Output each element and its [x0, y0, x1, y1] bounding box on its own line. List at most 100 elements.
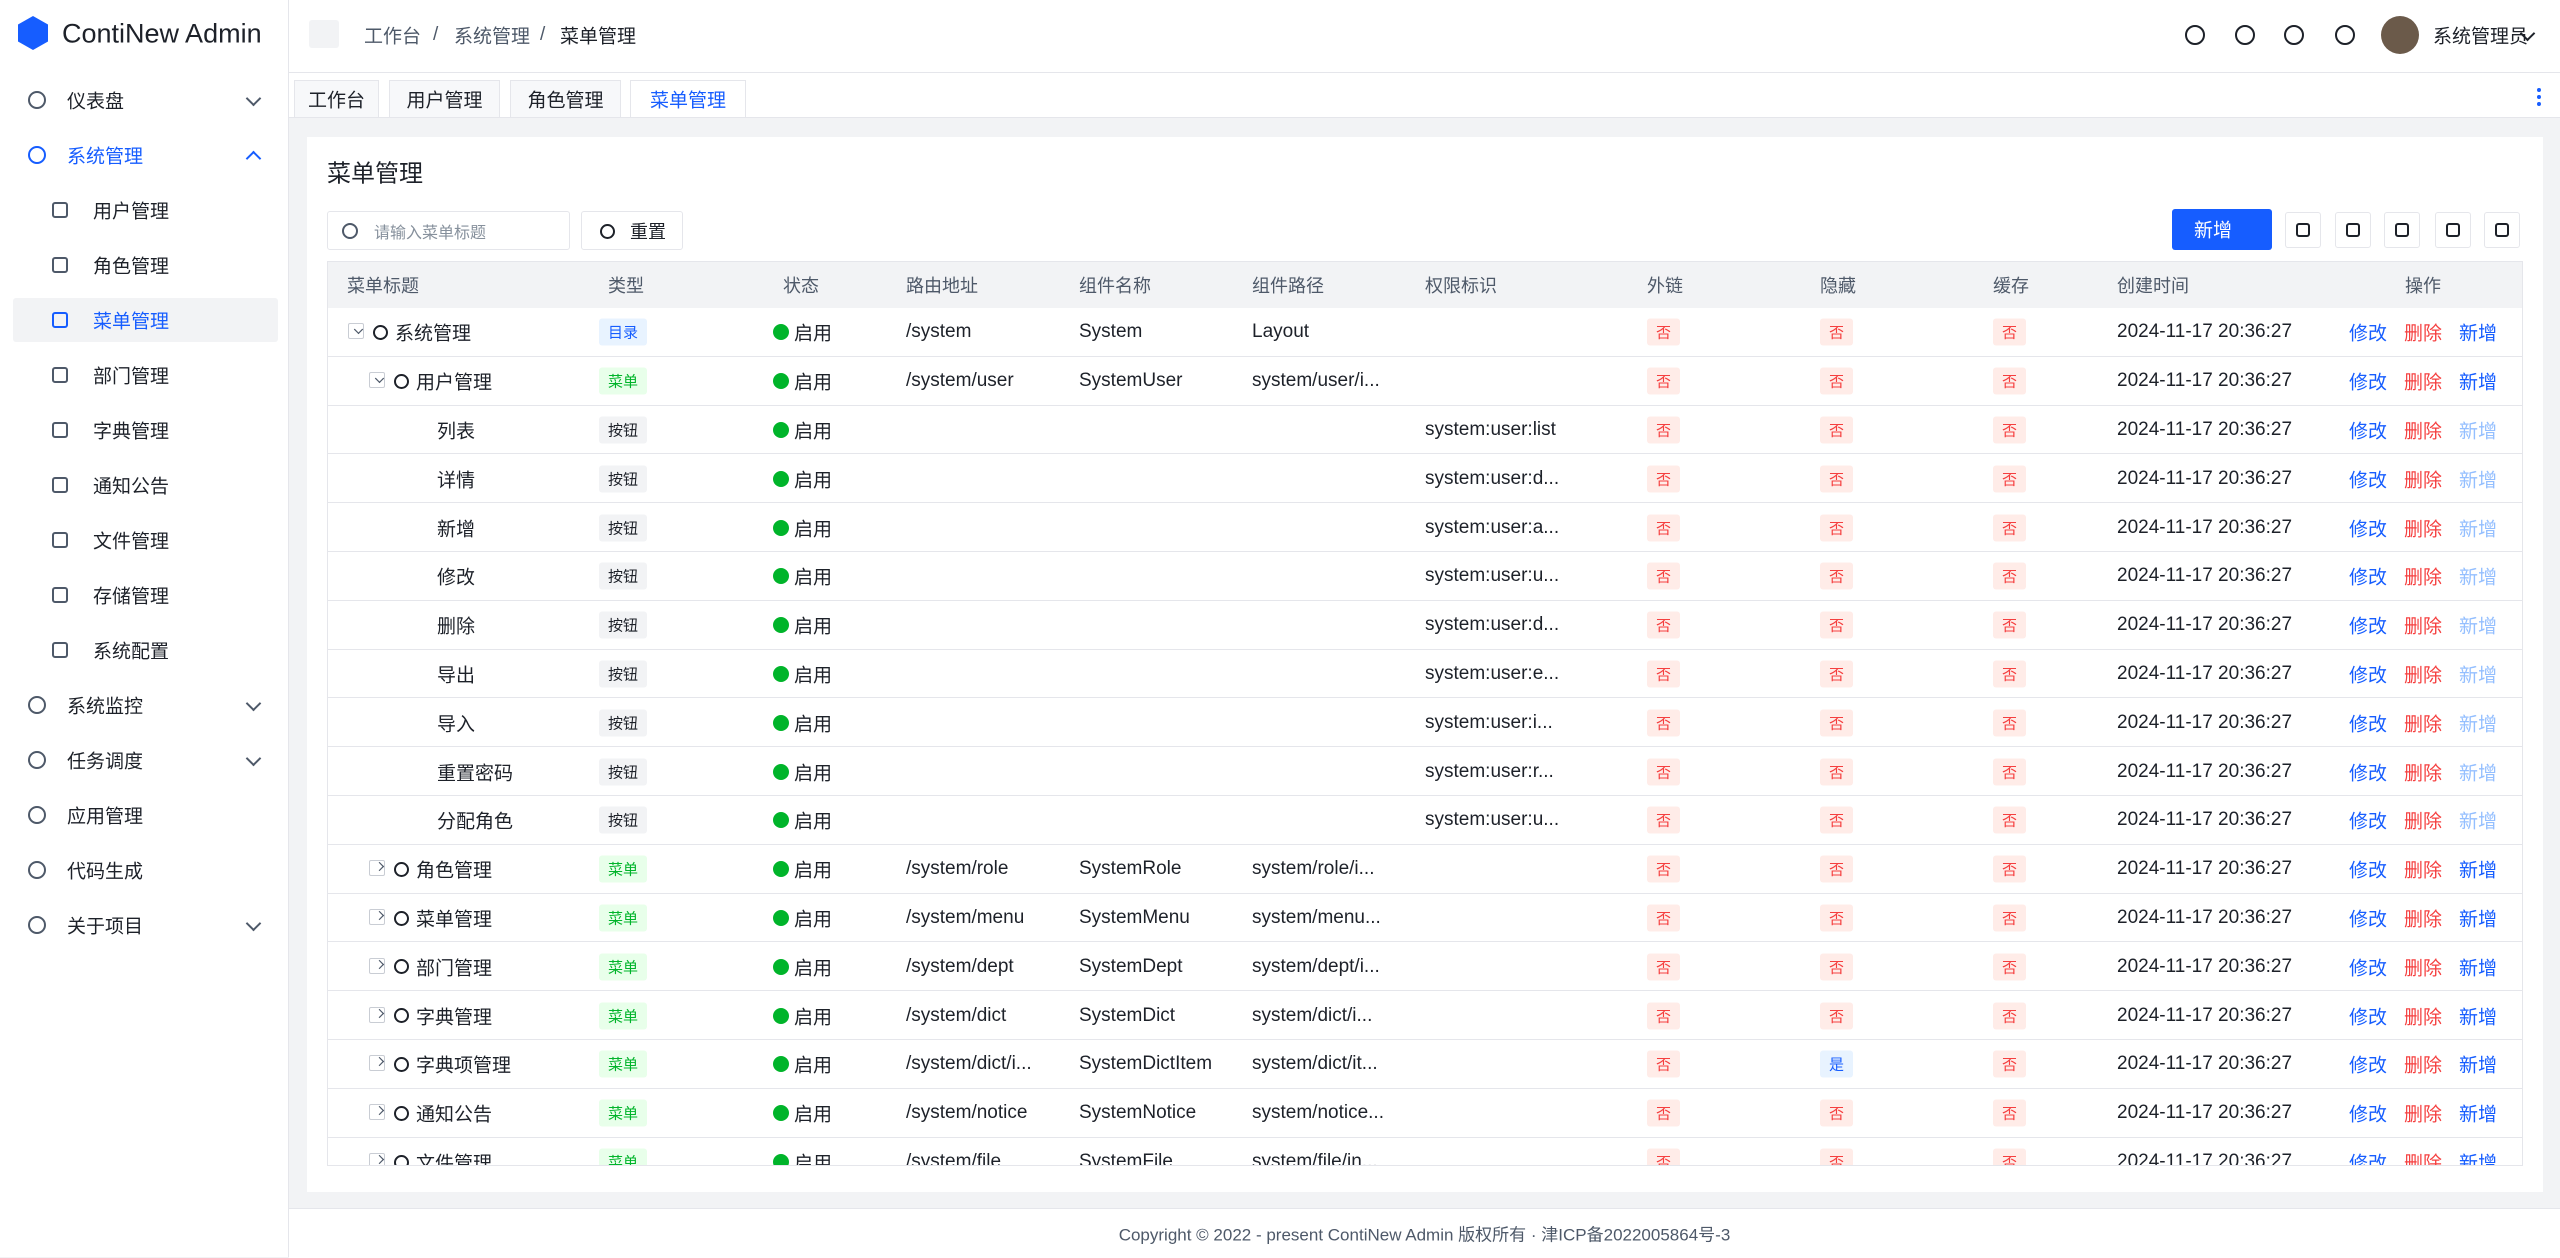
row-icon [394, 911, 409, 926]
action-link[interactable]: 新增 [2459, 1002, 2497, 1029]
cell-status: 启用 [794, 856, 832, 883]
action-link[interactable]: 删除 [2404, 563, 2442, 590]
action-link[interactable]: 新增 [2459, 856, 2497, 883]
action-link[interactable]: 删除 [2404, 1149, 2442, 1167]
submenu-item[interactable]: 菜单管理 [93, 307, 169, 334]
action-link[interactable]: 删除 [2404, 368, 2442, 395]
menu-item[interactable]: 系统监控 [67, 692, 143, 719]
action-link[interactable]: 修改 [2349, 563, 2387, 590]
flag-tag: 否 [1647, 368, 1680, 395]
submenu-item[interactable]: 通知公告 [93, 472, 169, 499]
action-link[interactable]: 删除 [2404, 856, 2442, 883]
tab[interactable]: 角色管理 [510, 80, 621, 117]
tool-button[interactable] [2484, 212, 2520, 248]
action-link[interactable]: 修改 [2349, 612, 2387, 639]
action-link[interactable]: 修改 [2349, 514, 2387, 541]
submenu-item[interactable]: 存储管理 [93, 582, 169, 609]
cell-component: system/menu... [1252, 907, 1381, 929]
action-link[interactable]: 新增 [2459, 465, 2497, 492]
avatar[interactable] [2381, 16, 2419, 54]
flag-tag: 否 [1820, 1002, 1853, 1029]
action-link[interactable]: 新增 [2459, 417, 2497, 444]
action-link[interactable]: 新增 [2459, 1149, 2497, 1167]
tab[interactable]: 工作台 [294, 80, 379, 117]
tool-button[interactable] [2335, 212, 2371, 248]
submenu-item[interactable]: 角色管理 [93, 252, 169, 279]
submenu-item[interactable]: 文件管理 [93, 527, 169, 554]
action-link[interactable]: 新增 [2459, 661, 2497, 688]
user-name[interactable]: 系统管理员 [2433, 22, 2528, 49]
menu-item[interactable]: 仪表盘 [67, 87, 124, 114]
action-link[interactable]: 删除 [2404, 709, 2442, 736]
action-link[interactable]: 删除 [2404, 1051, 2442, 1078]
breadcrumb: / [433, 24, 438, 46]
action-link[interactable]: 新增 [2459, 368, 2497, 395]
action-link[interactable]: 修改 [2349, 856, 2387, 883]
menu-item[interactable]: 任务调度 [67, 747, 143, 774]
action-link[interactable]: 新增 [2459, 758, 2497, 785]
action-link[interactable]: 新增 [2459, 612, 2497, 639]
action-link[interactable]: 修改 [2349, 807, 2387, 834]
status-dot [773, 422, 789, 438]
submenu-item[interactable]: 系统配置 [93, 637, 169, 664]
action-link[interactable]: 删除 [2404, 905, 2442, 932]
action-link[interactable]: 删除 [2404, 1002, 2442, 1029]
action-link[interactable]: 修改 [2349, 1100, 2387, 1127]
reset-button[interactable]: 重置 [581, 211, 683, 250]
action-link[interactable]: 修改 [2349, 417, 2387, 444]
action-link[interactable]: 新增 [2459, 953, 2497, 980]
tab[interactable]: 用户管理 [389, 80, 500, 117]
action-link[interactable]: 删除 [2404, 417, 2442, 444]
action-link[interactable]: 修改 [2349, 1149, 2387, 1167]
menu-item[interactable]: 代码生成 [67, 857, 143, 884]
tab-more[interactable] [2537, 88, 2545, 106]
action-link[interactable]: 删除 [2404, 1100, 2442, 1127]
menu-item[interactable]: 关于项目 [67, 912, 143, 939]
action-link[interactable]: 修改 [2349, 661, 2387, 688]
submenu-item[interactable]: 部门管理 [93, 362, 169, 389]
menu-item[interactable]: 应用管理 [67, 802, 143, 829]
action-link[interactable]: 修改 [2349, 319, 2387, 346]
action-link[interactable]: 新增 [2459, 905, 2497, 932]
action-link[interactable]: 删除 [2404, 953, 2442, 980]
action-link[interactable]: 新增 [2459, 709, 2497, 736]
action-link[interactable]: 删除 [2404, 807, 2442, 834]
tab[interactable]: 菜单管理 [630, 80, 746, 117]
submenu-item[interactable]: 字典管理 [93, 417, 169, 444]
row-icon [394, 1057, 409, 1072]
breadcrumb[interactable]: 工作台 [364, 22, 421, 49]
flag-tag: 否 [1993, 856, 2026, 883]
action-link[interactable]: 删除 [2404, 465, 2442, 492]
action-link[interactable]: 修改 [2349, 905, 2387, 932]
action-link[interactable]: 新增 [2459, 319, 2497, 346]
submenu-item[interactable]: 用户管理 [93, 197, 169, 224]
action-link[interactable]: 删除 [2404, 612, 2442, 639]
action-link[interactable]: 修改 [2349, 709, 2387, 736]
action-link[interactable]: 删除 [2404, 661, 2442, 688]
action-link[interactable]: 删除 [2404, 758, 2442, 785]
breadcrumb[interactable]: 菜单管理 [560, 22, 636, 49]
action-link[interactable]: 新增 [2459, 563, 2497, 590]
action-link[interactable]: 修改 [2349, 368, 2387, 395]
action-link[interactable]: 新增 [2459, 807, 2497, 834]
add-button[interactable]: 新增 [2172, 209, 2272, 250]
menu-item[interactable]: 系统管理 [67, 142, 143, 169]
breadcrumb[interactable]: 系统管理 [454, 22, 530, 49]
cell-created: 2024-11-17 20:36:27 [2117, 907, 2292, 929]
cell-name: SystemFile [1079, 1151, 1173, 1166]
action-link[interactable]: 新增 [2459, 1051, 2497, 1078]
action-link[interactable]: 修改 [2349, 1002, 2387, 1029]
tool-button[interactable] [2384, 212, 2420, 248]
action-link[interactable]: 修改 [2349, 1051, 2387, 1078]
action-link[interactable]: 删除 [2404, 514, 2442, 541]
search-box[interactable]: 请输入菜单标题 [327, 211, 570, 250]
action-link[interactable]: 新增 [2459, 1100, 2497, 1127]
action-link[interactable]: 修改 [2349, 465, 2387, 492]
action-link[interactable]: 修改 [2349, 953, 2387, 980]
action-link[interactable]: 修改 [2349, 758, 2387, 785]
tool-button[interactable] [2435, 212, 2471, 248]
action-link[interactable]: 新增 [2459, 514, 2497, 541]
action-link[interactable]: 删除 [2404, 319, 2442, 346]
tool-button[interactable] [2285, 212, 2321, 248]
collapse-button[interactable] [309, 20, 339, 48]
